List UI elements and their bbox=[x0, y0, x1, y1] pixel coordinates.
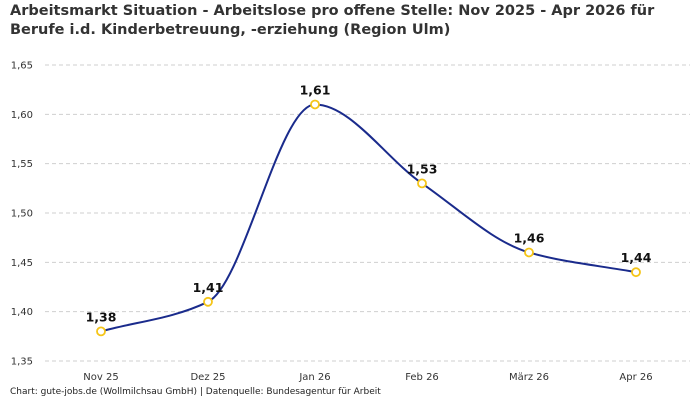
data-point bbox=[310, 99, 320, 110]
x-tick-label: Dez 25 bbox=[190, 372, 225, 383]
data-label: 1,44 bbox=[621, 250, 652, 265]
x-tick-label: Jan 26 bbox=[298, 372, 330, 383]
chart-source-footer: Chart: gute-jobs.de (Wollmilchsau GmbH) … bbox=[10, 387, 381, 397]
x-tick-label: Feb 26 bbox=[405, 372, 439, 383]
data-point bbox=[203, 296, 213, 307]
data-label: 1,53 bbox=[407, 161, 438, 176]
y-tick-label: 1,45 bbox=[11, 258, 33, 269]
data-point bbox=[96, 326, 106, 337]
y-tick-label: 1,55 bbox=[11, 159, 33, 170]
data-point bbox=[417, 178, 427, 189]
y-tick-label: 1,40 bbox=[11, 307, 33, 318]
y-tick-label: 1,50 bbox=[11, 209, 33, 220]
x-tick-label: Apr 26 bbox=[619, 372, 652, 383]
y-tick-label: 1,35 bbox=[11, 357, 33, 368]
data-markers bbox=[96, 99, 641, 337]
data-label: 1,46 bbox=[514, 230, 545, 245]
grid-lines bbox=[45, 64, 690, 362]
data-label: 1,61 bbox=[300, 82, 331, 97]
x-axis-ticks: Nov 25 Dez 25 Jan 26 Feb 26 März 26 Apr 26 bbox=[83, 372, 652, 383]
x-tick-label: Nov 25 bbox=[83, 372, 118, 383]
y-tick-label: 1,60 bbox=[11, 110, 33, 121]
data-label: 1,41 bbox=[193, 280, 224, 295]
y-tick-label: 1,65 bbox=[11, 61, 33, 72]
data-label: 1,38 bbox=[86, 309, 117, 324]
data-point bbox=[631, 267, 641, 278]
x-tick-label: März 26 bbox=[509, 372, 549, 383]
chart-title-line-2: Berufe i.d. Kinderbetreuung, -erziehung … bbox=[10, 22, 451, 38]
chart-title-line-1: Arbeitsmarkt Situation - Arbeitslose pro… bbox=[10, 3, 655, 19]
y-axis-ticks: 1,35 1,40 1,45 1,50 1,55 1,60 1,65 bbox=[11, 61, 33, 368]
data-labels: 1,38 1,41 1,61 1,53 1,46 1,44 bbox=[86, 82, 652, 324]
chart-title: Arbeitsmarkt Situation - Arbeitslose pro… bbox=[10, 2, 700, 40]
data-point bbox=[524, 247, 534, 258]
series-line bbox=[100, 103, 637, 333]
